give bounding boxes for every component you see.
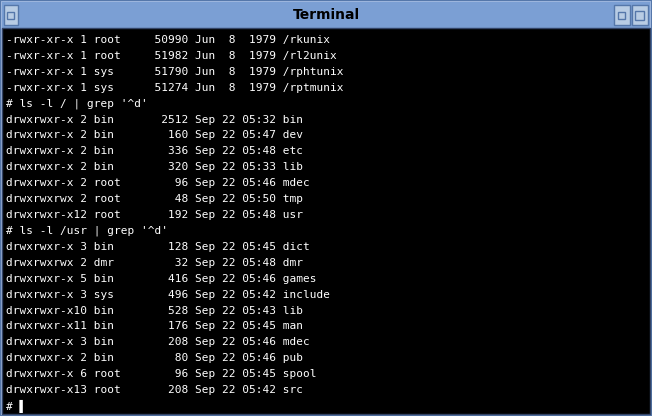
Text: drwxrwxr-x 2 bin        336 Sep 22 05:48 etc: drwxrwxr-x 2 bin 336 Sep 22 05:48 etc	[6, 146, 303, 156]
Text: -rwxr-xr-x 1 sys      51274 Jun  8  1979 /rptmunix: -rwxr-xr-x 1 sys 51274 Jun 8 1979 /rptmu…	[6, 83, 344, 93]
Bar	[4, 5, 18, 25]
Text: drwxrwxr-x 3 bin        128 Sep 22 05:45 dict: drwxrwxr-x 3 bin 128 Sep 22 05:45 dict	[6, 242, 310, 252]
Text: drwxrwxr-x 2 bin         80 Sep 22 05:46 pub: drwxrwxr-x 2 bin 80 Sep 22 05:46 pub	[6, 353, 303, 363]
Text: drwxrwxrwx 2 dmr         32 Sep 22 05:48 dmr: drwxrwxrwx 2 dmr 32 Sep 22 05:48 dmr	[6, 258, 303, 268]
Text: drwxrwxrwx 2 root        48 Sep 22 05:50 tmp: drwxrwxrwx 2 root 48 Sep 22 05:50 tmp	[6, 194, 303, 204]
Text: drwxrwxr-x 2 root        96 Sep 22 05:46 mdec: drwxrwxr-x 2 root 96 Sep 22 05:46 mdec	[6, 178, 310, 188]
Text: -rwxr-xr-x 1 sys      51790 Jun  8  1979 /rphtunix: -rwxr-xr-x 1 sys 51790 Jun 8 1979 /rphtu…	[6, 67, 344, 77]
Text: # ▌: # ▌	[6, 399, 26, 413]
Bar	[632, 5, 648, 25]
Text: drwxrwxr-x 5 bin        416 Sep 22 05:46 games: drwxrwxr-x 5 bin 416 Sep 22 05:46 games	[6, 274, 316, 284]
Text: drwxrwxr-x 2 bin       2512 Sep 22 05:32 bin: drwxrwxr-x 2 bin 2512 Sep 22 05:32 bin	[6, 114, 303, 124]
Text: -rwxr-xr-x 1 root     51982 Jun  8  1979 /rl2unix: -rwxr-xr-x 1 root 51982 Jun 8 1979 /rl2u…	[6, 51, 336, 61]
Text: Terminal: Terminal	[293, 8, 359, 22]
Text: drwxrwxr-x11 bin        176 Sep 22 05:45 man: drwxrwxr-x11 bin 176 Sep 22 05:45 man	[6, 322, 303, 332]
Bar	[618, 12, 625, 19]
Bar	[2, 2, 650, 28]
Text: drwxrwxr-x 2 bin        320 Sep 22 05:33 lib: drwxrwxr-x 2 bin 320 Sep 22 05:33 lib	[6, 162, 303, 172]
Bar	[614, 5, 630, 25]
Text: drwxrwxr-x13 root       208 Sep 22 05:42 src: drwxrwxr-x13 root 208 Sep 22 05:42 src	[6, 385, 303, 395]
Text: drwxrwxr-x 3 bin        208 Sep 22 05:46 mdec: drwxrwxr-x 3 bin 208 Sep 22 05:46 mdec	[6, 337, 310, 347]
Text: drwxrwxr-x 6 root        96 Sep 22 05:45 spool: drwxrwxr-x 6 root 96 Sep 22 05:45 spool	[6, 369, 316, 379]
Text: drwxrwxr-x 2 bin        160 Sep 22 05:47 dev: drwxrwxr-x 2 bin 160 Sep 22 05:47 dev	[6, 131, 303, 141]
Bar	[7, 12, 14, 19]
Text: drwxrwxr-x10 bin        528 Sep 22 05:43 lib: drwxrwxr-x10 bin 528 Sep 22 05:43 lib	[6, 305, 303, 316]
Bar	[635, 11, 644, 20]
Text: # ls -l /usr | grep '^d': # ls -l /usr | grep '^d'	[6, 226, 168, 236]
Text: drwxrwxr-x12 root       192 Sep 22 05:48 usr: drwxrwxr-x12 root 192 Sep 22 05:48 usr	[6, 210, 303, 220]
Text: # ls -l / | grep '^d': # ls -l / | grep '^d'	[6, 98, 148, 109]
Text: -rwxr-xr-x 1 root     50990 Jun  8  1979 /rkunix: -rwxr-xr-x 1 root 50990 Jun 8 1979 /rkun…	[6, 35, 330, 45]
Text: drwxrwxr-x 3 sys        496 Sep 22 05:42 include: drwxrwxr-x 3 sys 496 Sep 22 05:42 includ…	[6, 290, 330, 300]
